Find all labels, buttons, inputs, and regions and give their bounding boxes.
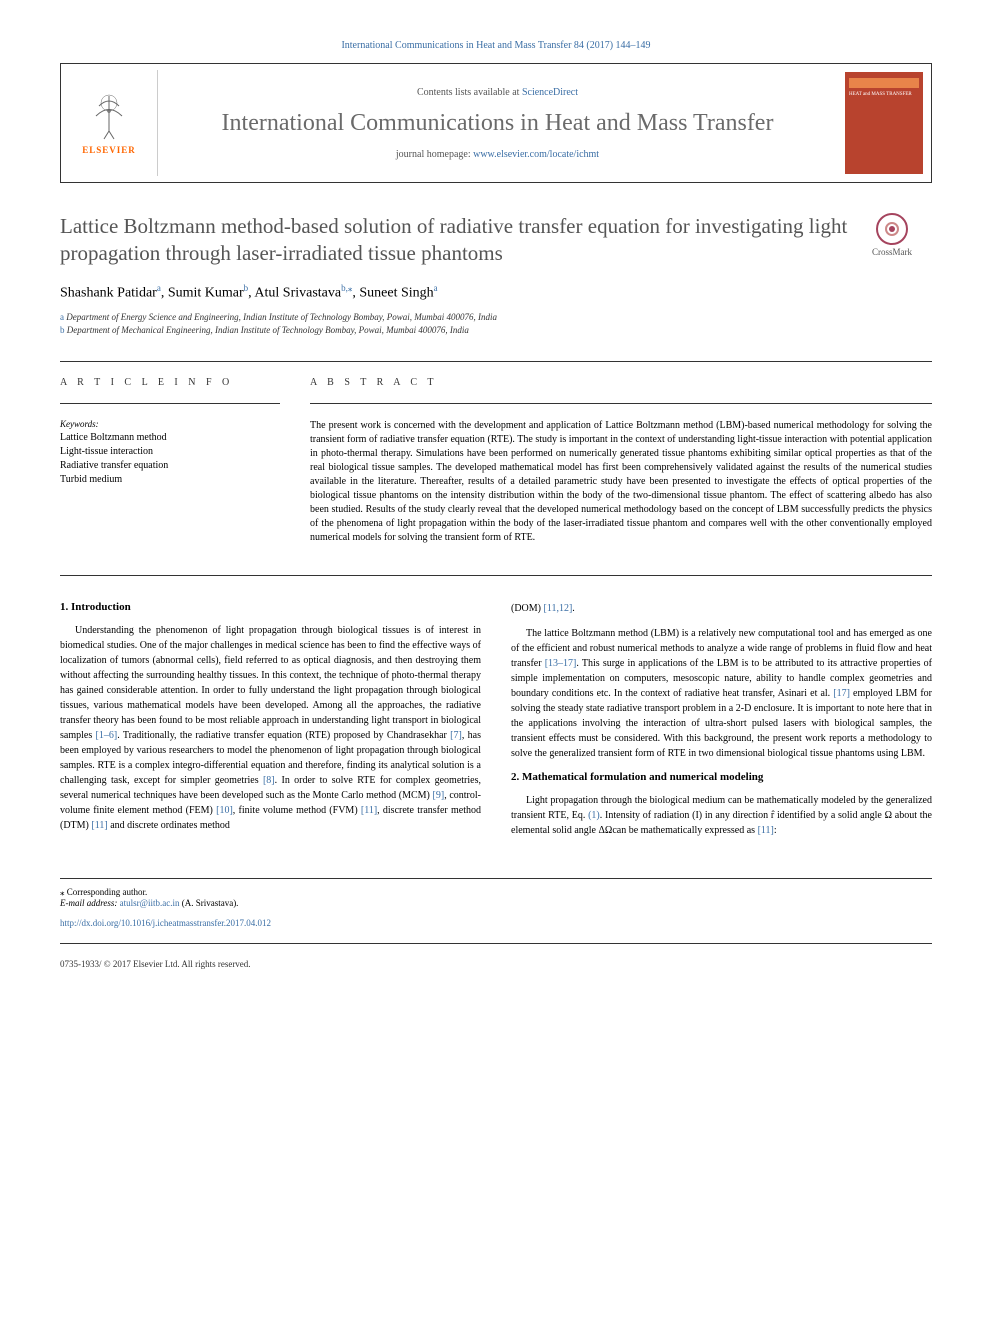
ref-link[interactable]: [17] (833, 688, 850, 699)
abstract-text: The present work is concerned with the d… (310, 419, 932, 545)
divider (310, 403, 932, 404)
homepage-prefix: journal homepage: (396, 149, 473, 160)
author-affil-sup: b (244, 283, 249, 293)
ref-link[interactable]: [11,12] (544, 603, 573, 614)
journal-header: ELSEVIER Contents lists available at Sci… (60, 63, 932, 183)
section-2-heading: 2. Mathematical formulation and numerica… (511, 771, 932, 783)
body-text-span: . (572, 603, 575, 614)
ref-link[interactable]: [7] (450, 730, 462, 741)
corresp-text: Corresponding author. (65, 887, 148, 897)
author-name: Atul Srivastava (254, 285, 341, 300)
ref-link[interactable]: [11] (91, 820, 107, 831)
authors-line: Shashank Patidara, Sumit Kumarb, Atul Sr… (60, 283, 932, 302)
keywords-label: Keywords: (60, 419, 280, 429)
author-name: Shashank Patidar (60, 285, 157, 300)
ref-link[interactable]: [8] (263, 775, 275, 786)
doi-link[interactable]: http://dx.doi.org/10.1016/j.icheatmasstr… (60, 918, 932, 928)
crossmark-icon (876, 213, 908, 245)
body-text-span: : (774, 825, 777, 836)
affil-text: Department of Energy Science and Enginee… (66, 312, 497, 322)
email-author-name: (A. Srivastava). (179, 898, 238, 908)
email-line: E-mail address: atulsr@iitb.ac.in (A. Sr… (60, 898, 932, 908)
affil-label: a (60, 312, 64, 322)
contents-line: Contents lists available at ScienceDirec… (168, 87, 827, 98)
article-info-label: A R T I C L E I N F O (60, 377, 280, 388)
section-2-paragraph: Light propagation through the biological… (511, 793, 932, 838)
ref-link[interactable]: [9] (433, 790, 445, 801)
author-affil-sup: a (157, 283, 161, 293)
keyword-item: Turbid medium (60, 473, 280, 487)
col2-paragraph-2: The lattice Boltzmann method (LBM) is a … (511, 626, 932, 761)
divider (60, 575, 932, 576)
article-info-column: A R T I C L E I N F O Keywords: Lattice … (60, 377, 280, 545)
crossmark-label: CrossMark (872, 247, 912, 257)
col2-continuation: (DOM) [11,12]. (511, 601, 932, 616)
affil-text: Department of Mechanical Engineering, In… (67, 325, 469, 335)
section-1-paragraph: Understanding the phenomenon of light pr… (60, 623, 481, 833)
divider (60, 943, 932, 944)
homepage-link[interactable]: www.elsevier.com/locate/ichmt (473, 149, 599, 160)
corresponding-author-note: ⁎ Corresponding author. (60, 887, 932, 898)
keyword-item: Lattice Boltzmann method (60, 431, 280, 445)
elsevier-logo: ELSEVIER (61, 70, 158, 176)
article-title: Lattice Boltzmann method-based solution … (60, 213, 852, 268)
keywords-list: Lattice Boltzmann methodLight-tissue int… (60, 431, 280, 487)
sciencedirect-link[interactable]: ScienceDirect (522, 87, 578, 98)
body-text-span: (DOM) (511, 603, 544, 614)
affiliations: a Department of Energy Science and Engin… (60, 311, 932, 336)
body-text-span: and discrete ordinates method (108, 820, 230, 831)
body-col-right: (DOM) [11,12]. The lattice Boltzmann met… (511, 591, 932, 848)
header-center: Contents lists available at ScienceDirec… (158, 77, 837, 170)
journal-name: International Communications in Heat and… (168, 110, 827, 137)
cover-strip (849, 78, 919, 88)
body-text-span: , finite volume method (FVM) (233, 805, 361, 816)
ref-link[interactable]: [11] (361, 805, 377, 816)
affil-label: b (60, 325, 65, 335)
journal-cover-thumbnail: HEAT and MASS TRANSFER (845, 72, 923, 174)
eq-ref-link[interactable]: (1) (588, 810, 600, 821)
keyword-item: Light-tissue interaction (60, 445, 280, 459)
ref-link[interactable]: [11] (758, 825, 774, 836)
author-affil-sup: a (434, 283, 438, 293)
copyright-line: 0735-1933/ © 2017 Elsevier Ltd. All righ… (60, 959, 932, 969)
author-name: Sumit Kumar (168, 285, 244, 300)
ref-link[interactable]: [10] (216, 805, 233, 816)
body-text-span: . Traditionally, the radiative transfer … (117, 730, 450, 741)
author-name: Suneet Singh (359, 285, 433, 300)
email-label: E-mail address: (60, 898, 120, 908)
keyword-item: Radiative transfer equation (60, 459, 280, 473)
top-citation: International Communications in Heat and… (60, 40, 932, 51)
email-link[interactable]: atulsr@iitb.ac.in (120, 898, 180, 908)
body-text-span: Understanding the phenomenon of light pr… (60, 625, 481, 741)
divider (60, 403, 280, 404)
ref-link[interactable]: [1–6] (96, 730, 118, 741)
cover-title-text: HEAT and MASS TRANSFER (849, 92, 919, 98)
crossmark-badge[interactable]: CrossMark (852, 213, 932, 257)
page-footer: ⁎ Corresponding author. E-mail address: … (60, 878, 932, 969)
contents-prefix: Contents lists available at (417, 87, 522, 98)
elsevier-text: ELSEVIER (82, 145, 136, 155)
abstract-column: A B S T R A C T The present work is conc… (310, 377, 932, 545)
body-col-left: 1. Introduction Understanding the phenom… (60, 591, 481, 848)
homepage-line: journal homepage: www.elsevier.com/locat… (168, 149, 827, 160)
divider (60, 361, 932, 362)
elsevier-tree-icon (84, 91, 134, 141)
abstract-label: A B S T R A C T (310, 377, 932, 388)
section-1-heading: 1. Introduction (60, 601, 481, 613)
body-columns: 1. Introduction Understanding the phenom… (60, 591, 932, 848)
ref-link[interactable]: [13–17] (545, 658, 577, 669)
author-affil-sup: b,⁎ (341, 283, 352, 293)
